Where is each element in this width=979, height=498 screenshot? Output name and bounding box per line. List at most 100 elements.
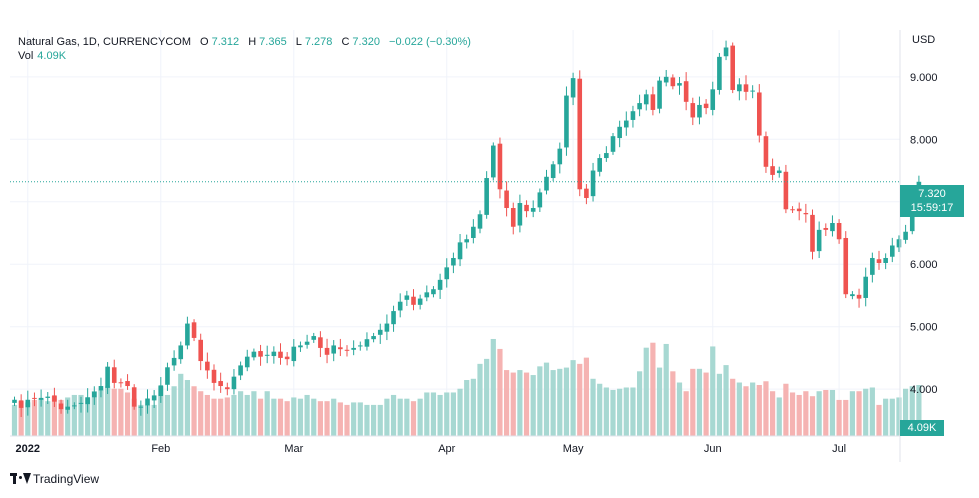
- volume-bar: [623, 387, 629, 436]
- close-value: 7.320: [352, 36, 380, 48]
- candle-body: [25, 399, 31, 408]
- candle-body: [145, 398, 150, 406]
- candle-body: [231, 376, 237, 390]
- volume-bar: [158, 386, 164, 436]
- candle-body: [697, 104, 702, 118]
- volume-bar: [530, 375, 536, 436]
- candle-body: [264, 354, 270, 356]
- candle-body: [244, 356, 250, 368]
- candle-body: [570, 78, 576, 98]
- volume-bar: [590, 378, 596, 436]
- volume-bar: [703, 372, 709, 436]
- candle-body: [477, 214, 483, 229]
- symbol-title[interactable]: Natural Gas, 1D, CURRENCYCOM: [18, 36, 191, 48]
- volume-bar: [457, 388, 463, 436]
- volume-bar: [251, 391, 257, 436]
- candle-body: [171, 357, 177, 366]
- candle-body: [298, 345, 303, 348]
- candle-body: [225, 387, 230, 390]
- candle-body: [624, 120, 629, 128]
- volume-bar: [404, 398, 410, 436]
- candlestick-series: [12, 40, 922, 418]
- volume-bar: [690, 368, 696, 436]
- candle-body: [424, 292, 430, 298]
- volume-bar: [191, 386, 197, 436]
- open-value: 7.312: [211, 36, 240, 48]
- candle-body: [98, 386, 104, 391]
- volume-bar: [916, 385, 922, 436]
- volume-bar: [231, 394, 237, 436]
- candle-body: [211, 369, 217, 383]
- y-tick-label: 6.000: [910, 259, 938, 271]
- volume-bar: [238, 391, 244, 436]
- volume-bar: [663, 343, 669, 436]
- volume-bar: [570, 360, 576, 436]
- candle-body: [391, 311, 396, 325]
- candle-body: [338, 347, 343, 350]
- volume-bar: [856, 391, 862, 436]
- x-tick-label: 2022: [16, 443, 40, 455]
- tradingview-brand[interactable]: TradingView: [10, 472, 99, 486]
- candle-body: [138, 406, 144, 408]
- candle-body: [557, 148, 563, 165]
- candle-body: [723, 47, 729, 57]
- symbol-legend: Natural Gas, 1D, CURRENCYCOM O 7.312 H 7.3…: [18, 34, 471, 50]
- candle-body: [610, 136, 616, 152]
- candle-body: [504, 190, 509, 209]
- volume-bar: [656, 367, 663, 436]
- candle-body: [670, 77, 676, 87]
- volume-bar: [171, 386, 177, 436]
- volume-bar: [743, 386, 749, 436]
- y-tick-label: 8.000: [910, 134, 938, 146]
- time-axis[interactable]: 2022 Feb Mar Apr May Jun Jul: [16, 443, 847, 455]
- candle-body: [776, 170, 782, 174]
- candle-body: [677, 83, 682, 86]
- candle-body: [351, 347, 356, 350]
- candle-body: [863, 276, 868, 298]
- candle-body: [344, 349, 350, 351]
- candle-body: [823, 228, 829, 230]
- candle-body: [417, 298, 423, 305]
- volume-bar: [38, 398, 44, 436]
- volume-bar: [816, 391, 822, 436]
- volume-bar: [484, 358, 490, 436]
- y-tick-label: 5.000: [910, 322, 938, 334]
- volume-bar: [730, 378, 736, 436]
- volume-bar: [45, 401, 51, 436]
- candle-body: [763, 136, 769, 167]
- candle-body: [737, 84, 742, 92]
- candle-body: [198, 339, 203, 362]
- volume-bar: [883, 398, 889, 436]
- volume-bar: [91, 391, 97, 436]
- volume-bar: [783, 383, 789, 436]
- volume-bar: [198, 391, 204, 436]
- candle-body: [517, 203, 523, 226]
- candle-body: [663, 76, 669, 83]
- candle-body: [284, 356, 290, 360]
- x-tick-label: Apr: [438, 443, 455, 455]
- candle-body: [238, 365, 243, 376]
- candle-body: [58, 403, 64, 410]
- volume-bar: [437, 394, 443, 436]
- candle-body: [125, 381, 130, 387]
- volume-bar: [357, 402, 363, 436]
- candle-body: [564, 95, 569, 148]
- volume-bar: [523, 372, 530, 436]
- volume-bar: [909, 386, 915, 436]
- volume-bar: [151, 404, 157, 436]
- candle-body: [577, 78, 583, 190]
- volume-bar: [271, 398, 277, 436]
- volume-bar: [869, 387, 875, 436]
- x-tick-label: Feb: [151, 443, 170, 455]
- volume-bar: [131, 398, 137, 436]
- volume-label[interactable]: Vol: [18, 50, 34, 62]
- volume-bar: [337, 402, 343, 436]
- volume-bar: [218, 398, 224, 436]
- candle-body: [358, 345, 363, 347]
- volume-bar: [829, 389, 836, 436]
- candle-body: [471, 226, 476, 238]
- volume-bar: [31, 399, 38, 436]
- volume-bar: [311, 398, 317, 436]
